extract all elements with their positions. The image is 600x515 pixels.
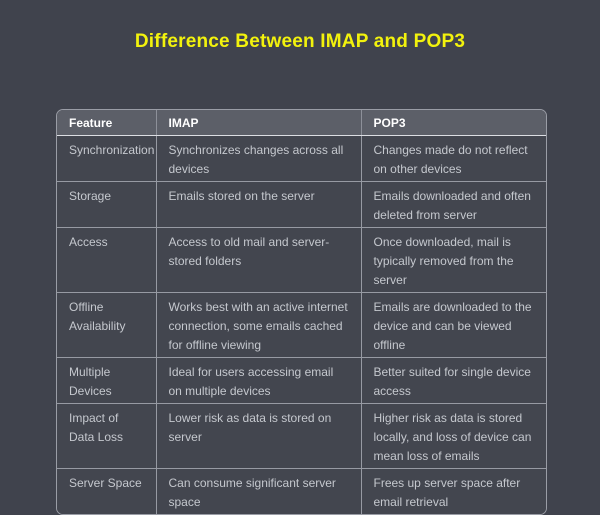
table-row-offline-availability: Offline Availability Works best with an …: [57, 292, 546, 358]
cell-pop3: Changes made do not reflect on other dev…: [361, 135, 546, 182]
cell-imap: Works best with an active internet conne…: [156, 292, 362, 358]
table-row-impact-of-data-loss: Impact of Data Loss Lower risk as data i…: [57, 403, 546, 469]
cell-feature: Offline Availability: [57, 292, 157, 358]
cell-pop3: Emails downloaded and often deleted from…: [361, 181, 546, 228]
header-pop3: POP3: [361, 110, 546, 136]
cell-pop3: Higher risk as data is stored locally, a…: [361, 403, 546, 469]
table-row-storage: Storage Emails stored on the server Emai…: [57, 181, 546, 228]
cell-imap: Emails stored on the server: [156, 181, 362, 228]
header-imap: IMAP: [156, 110, 362, 136]
cell-feature: Storage: [57, 181, 157, 228]
cell-feature: Access: [57, 227, 157, 293]
table-row-access: Access Access to old mail and server-sto…: [57, 227, 546, 293]
imap-pop3-comparison-table: Feature IMAP POP3 Synchronization Synchr…: [57, 110, 546, 514]
cell-feature: Multiple Devices: [57, 357, 157, 404]
table-row-synchronization: Synchronization Synchronizes changes acr…: [57, 135, 546, 182]
table-row-multiple-devices: Multiple Devices Ideal for users accessi…: [57, 357, 546, 404]
cell-imap: Access to old mail and server-stored fol…: [156, 227, 362, 293]
cell-pop3: Once downloaded, mail is typically remov…: [361, 227, 546, 293]
comparison-table-container: Feature IMAP POP3 Synchronization Synchr…: [56, 109, 547, 515]
cell-pop3: Emails are downloaded to the device and …: [361, 292, 546, 358]
cell-imap: Ideal for users accessing email on multi…: [156, 357, 362, 404]
header-feature: Feature: [57, 110, 157, 136]
page-title: Difference Between IMAP and POP3: [134, 31, 466, 52]
cell-imap: Lower risk as data is stored on server: [156, 403, 362, 469]
cell-feature: Server Space: [57, 468, 157, 514]
cell-feature: Synchronization: [57, 135, 157, 182]
cell-pop3: Frees up server space after email retrie…: [361, 468, 546, 514]
cell-pop3: Better suited for single device access: [361, 357, 546, 404]
cell-imap: Can consume significant server space: [156, 468, 362, 514]
table-header-row: Feature IMAP POP3: [57, 110, 546, 136]
cell-feature: Impact of Data Loss: [57, 403, 157, 469]
table-row-server-space: Server Space Can consume significant ser…: [57, 468, 546, 514]
cell-imap: Synchronizes changes across all devices: [156, 135, 362, 182]
